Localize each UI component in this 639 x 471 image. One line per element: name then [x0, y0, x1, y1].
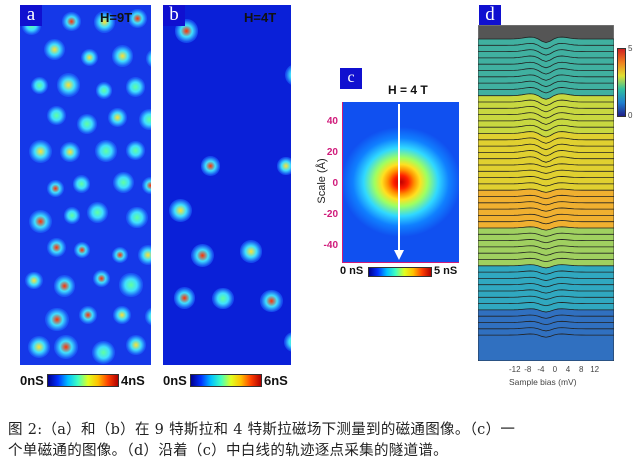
colorbar-max-a: 4nS: [121, 373, 145, 388]
vortex-spot: [112, 171, 134, 193]
vortex-spot: [47, 238, 67, 258]
vortex-spot: [107, 107, 127, 127]
colorbar-d-max: 5: [628, 44, 633, 53]
vortex-spot: [126, 206, 148, 229]
xtick: 8: [579, 365, 584, 374]
vortex-spot: [93, 270, 111, 287]
xtick: -4: [537, 365, 545, 374]
panel-label-d: d: [479, 5, 501, 26]
vortex-spot: [44, 307, 69, 332]
vortex-spot: [60, 142, 81, 163]
colorbar-d: [617, 48, 626, 117]
vortex-spot: [53, 275, 76, 297]
spectrum-trace: [478, 333, 614, 361]
vortex-spot: [128, 9, 148, 29]
vortex-spot: [25, 271, 43, 290]
ytick: 20: [326, 147, 338, 158]
vortex-spot: [73, 242, 90, 259]
colorbar-min-b: 0nS: [163, 373, 187, 388]
colorbar-a: [47, 374, 119, 387]
arrow-head-icon: [394, 250, 404, 260]
colorbar-max-b: 6nS: [264, 373, 288, 388]
trace-line-arrow: [398, 104, 400, 252]
vortex-spot: [28, 210, 52, 234]
colorbar-d-min: 0: [628, 111, 633, 120]
vortex-spot: [111, 246, 128, 263]
caption-line-1: 图 2:（a）和（b）在 9 特斯拉和 4 特斯拉磁场下测量到的磁通图像。（c）…: [8, 422, 516, 438]
vortex-spot: [126, 141, 145, 161]
vortex-spot: [212, 287, 234, 309]
vortex-spot: [63, 207, 80, 224]
vortex-spot: [87, 202, 109, 224]
xtick: 0: [552, 365, 558, 374]
vortex-spot: [43, 38, 66, 61]
vortex-spot: [260, 289, 283, 312]
colorbar-min-a: 0nS: [20, 373, 44, 388]
vortex-spot: [277, 157, 291, 175]
vortex-spot: [79, 306, 98, 325]
vortex-spot: [284, 331, 291, 352]
vortex-spot: [28, 140, 52, 164]
vortex-spot: [62, 12, 81, 31]
field-label-a: H=9T: [100, 10, 133, 25]
colorbar-c: [368, 267, 432, 277]
xtick: -12: [509, 365, 521, 374]
vortex-spot: [239, 240, 263, 263]
vortex-spot: [191, 244, 215, 268]
ytick: -20: [323, 209, 338, 220]
colorbar-b: [190, 374, 262, 387]
vortex-spot: [77, 113, 98, 134]
vortex-spot: [93, 11, 116, 33]
xtick: 12: [590, 365, 600, 374]
vortex-spot: [95, 82, 113, 99]
field-label-b: H=4T: [244, 10, 277, 25]
vortex-spot: [137, 244, 151, 266]
vortex-spot: [113, 305, 131, 324]
colorbar-max-c: 5 nS: [434, 265, 458, 277]
vortex-spot: [31, 76, 49, 94]
vortex-spot: [142, 177, 151, 195]
figure-caption: 图 2:（a）和（b）在 9 特斯拉和 4 特斯拉磁场下测量到的磁通图像。（c）…: [8, 420, 633, 462]
panel-label-a: a: [20, 5, 42, 26]
panel-label-c: c: [340, 68, 362, 89]
vortex-spot: [81, 48, 99, 66]
vortex-spot: [95, 140, 118, 163]
vortex-spot: [54, 334, 79, 359]
vortex-spot: [72, 175, 90, 193]
vortex-spot: [145, 48, 151, 68]
ytick: 0: [332, 178, 338, 189]
vortex-spot: [145, 307, 151, 326]
vortex-spot: [47, 105, 67, 125]
d-xlabel: Sample bias (mV): [509, 377, 577, 387]
vortex-spot: [56, 73, 81, 97]
ytick: -40: [323, 240, 338, 251]
single-vortex-image: [342, 102, 459, 263]
caption-line-2: 个单磁通的图像。（d）沿着（c）中白线的轨迹逐点采集的隧道谱。: [8, 443, 448, 459]
colorbar-min-c: 0 nS: [340, 265, 364, 277]
panel-label-b: b: [163, 5, 185, 26]
vortex-spot: [126, 335, 147, 355]
vortex-map-4T: [163, 5, 291, 365]
vortex-spot: [91, 340, 115, 365]
vortex-spot: [119, 273, 143, 297]
vortex-spot: [200, 156, 221, 176]
vortex-map-9T: [20, 5, 151, 365]
vortex-spot: [168, 199, 193, 223]
xtick: -8: [524, 365, 532, 374]
tunneling-spectra-waterfall: [478, 25, 614, 361]
vortex-spot: [111, 45, 134, 67]
ytick: 40: [326, 116, 338, 127]
vortex-spot: [173, 287, 196, 309]
vortex-spot: [284, 63, 291, 87]
xtick: 4: [565, 365, 571, 374]
field-label-c: H = 4 T: [388, 83, 428, 97]
vortex-spot: [138, 109, 151, 131]
vortex-spot: [27, 336, 50, 358]
vortex-spot: [125, 77, 145, 97]
vortex-spot: [47, 180, 65, 198]
